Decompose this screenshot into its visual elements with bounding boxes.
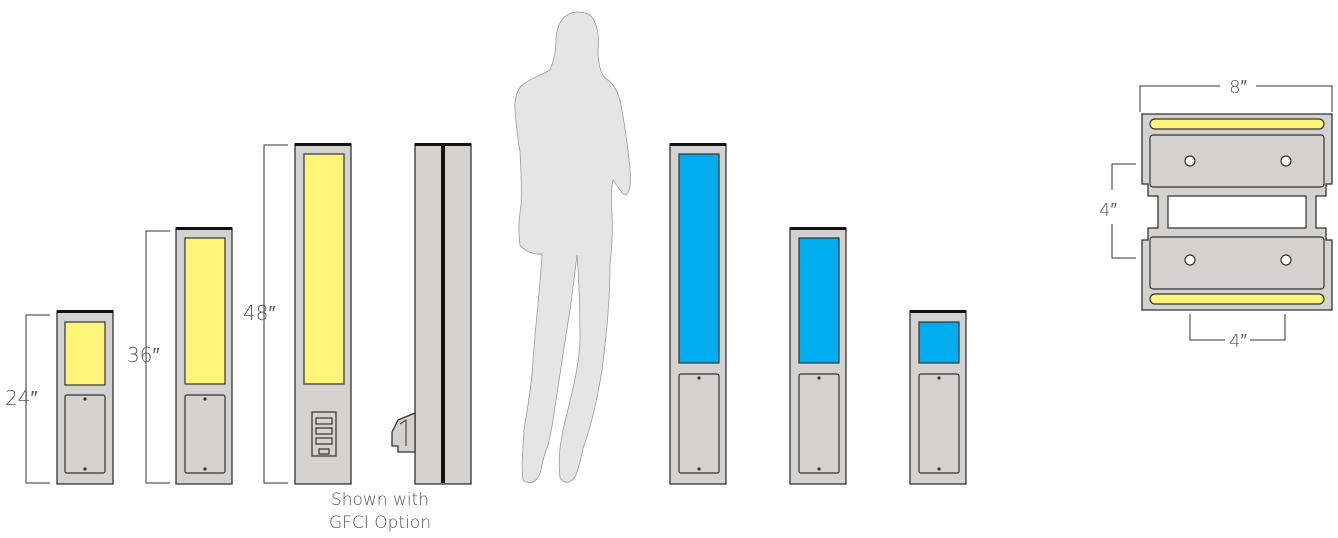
access-panel	[918, 373, 960, 474]
dimension-label-36: 36″	[127, 343, 160, 367]
panel-screw-icon	[697, 376, 701, 380]
warm-lens-strip	[1149, 293, 1325, 305]
bollard-side-view	[391, 143, 472, 485]
height-dimension-label: 4″	[1099, 200, 1117, 221]
warm-lens	[303, 153, 345, 385]
access-panel	[64, 394, 106, 474]
dimension-48: 48″	[243, 144, 288, 484]
bollard-cap	[176, 227, 232, 230]
bollard-36-warm	[175, 227, 233, 485]
panel-screw-icon	[817, 467, 821, 471]
bollard-48-cool	[669, 143, 727, 485]
gfci-outlet-icon	[311, 411, 337, 457]
bollard-cap	[295, 143, 351, 146]
dimension-24: 24″	[5, 314, 50, 484]
panel-screw-icon	[937, 467, 941, 471]
upper-chamber	[1149, 134, 1325, 188]
cool-lens	[678, 153, 720, 364]
bollard-36-cool	[789, 227, 847, 485]
lower-chamber	[1149, 236, 1325, 290]
cool-lens	[918, 321, 960, 364]
gfci-caption-line2: GFCI Option	[329, 513, 431, 533]
panel-screw-icon	[203, 467, 207, 471]
warm-lens	[64, 321, 106, 386]
cool-lens	[798, 237, 840, 364]
dimension-label-48: 48″	[243, 301, 276, 325]
human-silhouette	[514, 11, 631, 484]
bolt-hole-icon	[1280, 155, 1292, 167]
bollard-24-cool	[909, 310, 967, 485]
width-dimension-label: 8″	[1229, 77, 1247, 98]
bottom-dimension-label: 4″	[1229, 331, 1247, 352]
dimension-label-24: 24″	[5, 386, 38, 410]
bollard-24-warm	[56, 310, 114, 485]
center-seam	[441, 146, 445, 483]
access-panel	[184, 394, 226, 474]
panel-screw-icon	[817, 376, 821, 380]
bolt-hole-icon	[1184, 254, 1196, 266]
bollard-cap	[790, 227, 846, 230]
access-panel	[798, 373, 840, 474]
access-panel	[678, 373, 720, 474]
bolt-hole-icon	[1184, 155, 1196, 167]
panel-screw-icon	[83, 467, 87, 471]
dimension-36: 36″	[127, 230, 170, 484]
bollard-48-gfci	[294, 143, 352, 485]
cross-section: 8″ 4″ 4″	[1099, 77, 1333, 352]
bollard-cap	[415, 143, 471, 146]
gfci-caption-line1: Shown with	[331, 490, 429, 510]
panel-screw-icon	[203, 397, 207, 401]
bollard-cap	[57, 310, 113, 313]
panel-screw-icon	[697, 467, 701, 471]
warm-lens	[184, 237, 226, 385]
bolt-hole-icon	[1280, 254, 1292, 266]
bollard-cap	[670, 143, 726, 146]
warm-lens-strip	[1149, 118, 1325, 130]
panel-screw-icon	[937, 376, 941, 380]
gfci-cover-icon	[391, 412, 416, 453]
panel-screw-icon	[83, 397, 87, 401]
center-cavity	[1167, 195, 1307, 229]
bollard-cap	[910, 310, 966, 313]
